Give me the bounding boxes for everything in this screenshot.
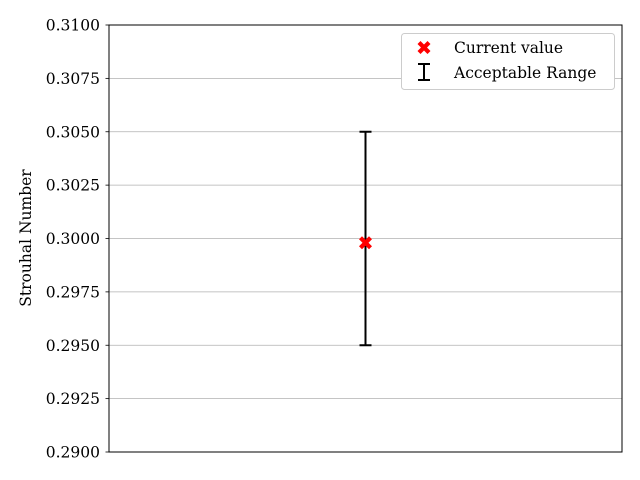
y-tick-label: 0.2975 xyxy=(46,283,100,301)
error-bar-acceptable-range xyxy=(359,130,372,347)
legend-label-current-value: Current value xyxy=(454,39,563,57)
y-axis-label: Strouhal Number xyxy=(17,169,35,307)
plot-frame xyxy=(108,24,623,453)
y-tick-label: 0.3025 xyxy=(46,177,100,195)
y-tick-label: 0.3075 xyxy=(46,70,100,88)
legend-marker-acceptable-range xyxy=(418,63,430,81)
y-tick-label: 0.3100 xyxy=(46,17,100,35)
legend-marker-current-value xyxy=(417,41,431,54)
legend-box xyxy=(401,33,615,90)
data-marks xyxy=(359,130,372,347)
data-point-current-value xyxy=(359,236,372,250)
y-tick-label: 0.3000 xyxy=(46,230,100,248)
y-tick-label: 0.3050 xyxy=(46,123,100,141)
y-tick-label: 0.2900 xyxy=(46,444,100,462)
y-axis-ticks: 0.2900 0.2925 0.2950 0.2975 0.3000 0.3025 0.30… xyxy=(46,17,109,462)
legend-label-acceptable-range: Acceptable Range xyxy=(453,64,596,82)
y-tick-label: 0.2950 xyxy=(46,337,100,355)
y-tick-label: 0.2925 xyxy=(46,390,100,408)
legend: Current value Acceptable Range xyxy=(401,33,615,90)
